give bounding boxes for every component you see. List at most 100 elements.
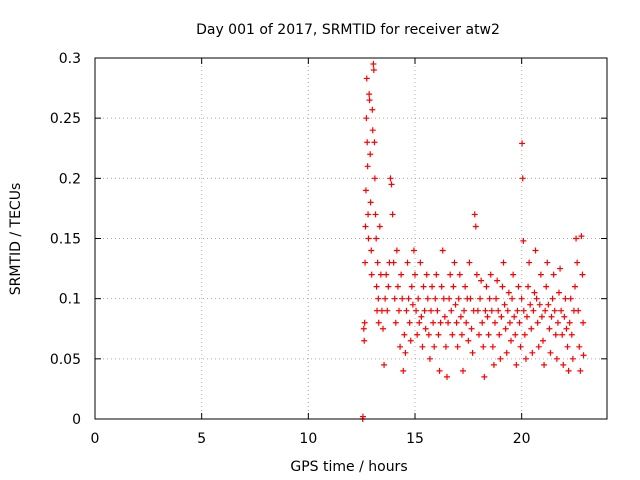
data-point [365,211,372,218]
data-point [486,295,493,302]
data-point [393,247,400,254]
data-point [430,319,437,326]
data-point [537,271,544,278]
data-point [370,67,377,74]
data-point [438,283,445,290]
data-point [503,349,510,356]
data-point [568,331,575,338]
data-point [561,313,568,320]
data-point [552,331,559,338]
data-point [361,337,368,344]
data-point [375,295,382,302]
data-point [460,367,466,374]
data-point [436,367,443,374]
data-point [527,301,534,308]
data-point [485,331,492,338]
data-point [495,307,502,314]
data-point [407,337,414,344]
x-axis-label: GPS time / hours [290,459,407,475]
data-point [530,307,537,314]
data-point [390,259,397,266]
data-point [418,313,425,320]
data-point [541,361,548,368]
data-point [452,301,459,308]
data-point [431,343,438,350]
data-point [453,319,460,326]
data-point [528,325,535,332]
data-point [502,325,509,332]
data-point [409,301,416,308]
data-point [384,307,391,314]
data-point [408,283,415,290]
data-point [549,295,556,302]
data-point [364,139,371,146]
data-point [487,271,494,278]
data-point [532,247,539,254]
data-point [373,283,380,290]
data-point [466,259,473,266]
data-point [560,361,567,368]
y-tick-label: 0.2 [59,171,81,187]
data-point [519,175,526,182]
data-point [397,343,404,350]
data-point [496,331,503,338]
data-point [414,331,421,338]
data-point [548,313,555,320]
data-point [477,295,484,302]
y-tick-label: 0.05 [50,352,81,368]
data-point [558,307,565,314]
data-point [493,295,500,302]
data-point [499,283,506,290]
data-point [565,367,572,374]
data-point [536,301,543,308]
data-point [389,211,396,218]
data-point [515,283,522,290]
data-point [520,237,527,244]
chart-title: Day 001 of 2017, SRMTID for receiver atw… [196,22,500,38]
data-point [476,331,482,338]
data-point [435,331,442,338]
data-point [454,343,461,350]
data-point [569,355,576,362]
data-point [578,233,585,240]
data-point [423,271,430,278]
data-point [367,151,374,158]
grid-lines [95,58,607,419]
data-point [447,271,454,278]
data-point [575,307,582,314]
data-point [482,307,489,314]
data-point [425,331,432,338]
data-point [434,307,441,314]
data-point [577,367,584,374]
data-point [380,325,386,332]
data-point [462,283,469,290]
data-point [405,295,412,302]
data-point [371,139,378,146]
data-point [364,163,371,170]
data-point [363,115,370,122]
data-point [441,313,448,320]
data-point [501,301,508,308]
data-point [372,211,379,218]
x-tick-label: 5 [197,431,206,447]
data-point [562,295,569,302]
data-point [381,361,388,368]
data-point [543,283,550,290]
data-point [444,373,450,380]
data-point [521,331,528,338]
data-point [426,355,433,362]
y-axis-label: SRMTID / TECUs [8,183,24,296]
data-point [533,295,540,302]
data-point [403,307,410,314]
data-point [451,259,458,266]
data-point [513,361,520,368]
data-point [450,283,457,290]
data-point [448,307,455,314]
data-point [391,295,398,302]
data-point [516,319,523,326]
data-point [402,349,409,356]
x-tick-label: 20 [513,431,531,447]
data-point [420,283,427,290]
data-point [472,223,479,230]
data-point [410,247,417,254]
